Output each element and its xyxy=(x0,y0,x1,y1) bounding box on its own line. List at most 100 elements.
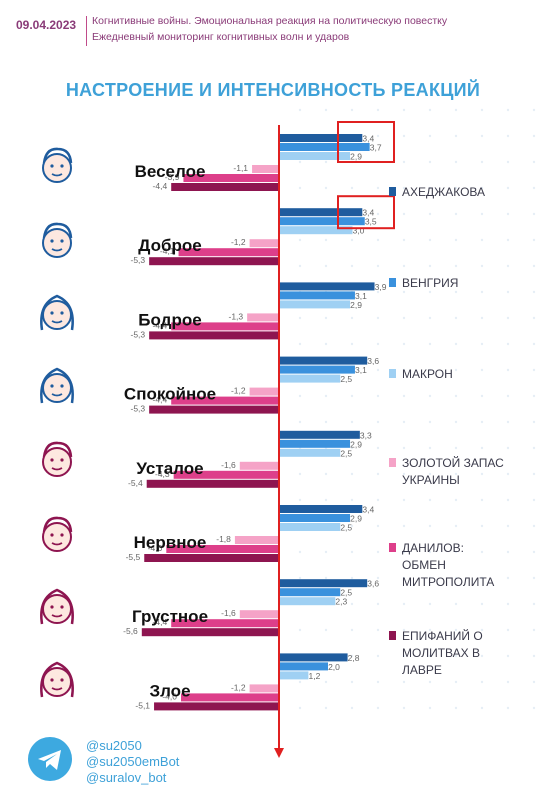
legend-label: АХЕДЖАКОВА xyxy=(402,185,485,199)
handle-link[interactable]: @su2050 xyxy=(86,738,142,753)
background-dot xyxy=(532,472,536,476)
background-dot xyxy=(350,394,354,398)
background-dot xyxy=(376,654,380,658)
legend-label: ДАНИЛОВ: ОБМЕН МИТРОПОЛИТА xyxy=(402,541,494,589)
background-dot xyxy=(480,420,484,424)
background-dot xyxy=(480,342,484,346)
background-dot xyxy=(454,108,458,112)
background-dot xyxy=(480,316,484,320)
bar xyxy=(239,610,279,619)
data-label: -1,2 xyxy=(231,237,246,247)
bar xyxy=(144,554,279,562)
background-dot xyxy=(532,602,536,606)
background-dot xyxy=(480,160,484,164)
bar xyxy=(279,523,341,531)
background-dot xyxy=(532,498,536,502)
data-label: 2,9 xyxy=(350,439,362,449)
bar xyxy=(234,536,279,544)
background-dot xyxy=(454,576,458,580)
background-dot xyxy=(480,394,484,398)
background-dot xyxy=(506,498,510,502)
bar xyxy=(279,217,365,226)
background-dot xyxy=(532,316,536,320)
background-dot xyxy=(428,498,432,502)
background-dot xyxy=(298,706,302,710)
bar xyxy=(279,439,351,448)
background-dot xyxy=(324,342,328,346)
background-dot xyxy=(506,186,510,190)
background-dot xyxy=(402,654,406,658)
background-dot xyxy=(454,446,458,450)
data-label: -4,4 xyxy=(153,395,168,405)
background-dot xyxy=(480,654,484,658)
bar xyxy=(279,505,363,513)
category-label: Нервное xyxy=(134,533,207,552)
bar xyxy=(171,396,279,405)
background-dot xyxy=(298,186,302,190)
background-dot xyxy=(506,316,510,320)
background-dot xyxy=(376,628,380,632)
data-label: 2,5 xyxy=(340,374,352,384)
date-label: 09.04.2023 xyxy=(16,18,77,32)
bar xyxy=(279,374,341,383)
background-dot xyxy=(532,524,536,528)
background-dot xyxy=(532,420,536,424)
bar xyxy=(149,257,279,266)
background-dot xyxy=(376,550,380,554)
bar xyxy=(279,143,370,151)
bar xyxy=(279,282,375,291)
bar xyxy=(279,514,351,522)
data-label: -4,0 xyxy=(162,691,177,701)
bar xyxy=(279,597,336,606)
background-dot xyxy=(506,290,510,294)
bar xyxy=(279,430,360,439)
background-dot xyxy=(480,550,484,554)
background-dot xyxy=(480,108,484,112)
background-dot xyxy=(402,160,406,164)
data-label: -5,1 xyxy=(135,700,150,710)
bar xyxy=(252,165,279,173)
data-label: 3,1 xyxy=(355,291,367,301)
background-dot xyxy=(480,706,484,710)
background-dot xyxy=(506,706,510,710)
background-dot xyxy=(506,394,510,398)
background-dot xyxy=(324,472,328,476)
data-label: -5,5 xyxy=(126,552,141,562)
background-dot xyxy=(428,160,432,164)
background-dot xyxy=(428,342,432,346)
background-dot xyxy=(350,680,354,684)
background-dot xyxy=(454,238,458,242)
background-dot xyxy=(402,472,406,476)
background-dot xyxy=(350,498,354,502)
boy-face-icon xyxy=(34,218,80,264)
background-dot xyxy=(428,316,432,320)
background-dot xyxy=(532,446,536,450)
background-dot xyxy=(506,264,510,268)
background-dot xyxy=(350,654,354,658)
background-dot xyxy=(376,342,380,346)
background-dot xyxy=(506,342,510,346)
handle-link[interactable]: @suralov_bot xyxy=(86,770,167,785)
background-dot xyxy=(454,186,458,190)
legend-swatch xyxy=(389,278,396,287)
handle-link[interactable]: @su2050emBot xyxy=(86,754,180,769)
background-dot xyxy=(350,446,354,450)
data-label: -1,8 xyxy=(216,534,231,544)
category-label: Доброе xyxy=(138,236,201,255)
data-label: 3,1 xyxy=(355,365,367,375)
background-dot xyxy=(350,602,354,606)
background-dot xyxy=(428,680,432,684)
telegram-icon[interactable] xyxy=(28,737,72,781)
background-dot xyxy=(376,680,380,684)
background-dot xyxy=(428,550,432,554)
girl-face-icon xyxy=(34,290,80,336)
background-dot xyxy=(402,602,406,606)
background-dot xyxy=(454,420,458,424)
header-subtitle-2: Ежедневный мониторинг когнитивных волн и… xyxy=(92,31,350,43)
background-dot xyxy=(402,680,406,684)
background-dot xyxy=(428,394,432,398)
background-dot xyxy=(454,550,458,554)
background-dot xyxy=(376,316,380,320)
background-dot xyxy=(454,680,458,684)
data-label: 3,9 xyxy=(375,282,387,292)
